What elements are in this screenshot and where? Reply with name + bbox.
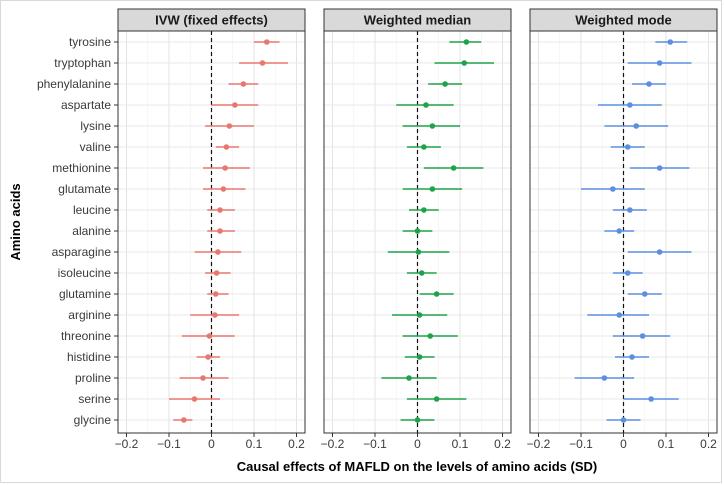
category-label: alanine — [72, 224, 111, 238]
category-label: serine — [78, 392, 111, 406]
x-tick-label: 0 — [414, 437, 421, 451]
point-estimate — [616, 228, 623, 234]
category-label: leucine — [73, 203, 111, 217]
point-estimate — [633, 123, 640, 129]
point-estimate — [259, 60, 266, 66]
point-estimate — [421, 144, 427, 150]
point-estimate — [415, 249, 422, 255]
point-estimate — [215, 249, 221, 255]
point-estimate — [429, 186, 436, 192]
category-label: isoleucine — [58, 266, 112, 280]
point-estimate — [421, 207, 427, 213]
point-estimate — [429, 123, 436, 129]
point-estimate — [423, 102, 429, 108]
panel-title: Weighted mode — [575, 13, 672, 28]
point-estimate — [223, 144, 230, 150]
point-estimate — [181, 417, 187, 423]
category-label: glutamate — [58, 182, 111, 196]
point-estimate — [450, 165, 457, 171]
category-label: tryptophan — [54, 56, 111, 70]
category-label: glutamine — [59, 287, 111, 301]
point-estimate — [427, 333, 434, 339]
point-estimate — [639, 333, 646, 339]
x-tick-label: 0.1 — [452, 437, 469, 451]
y-axis-title: Amino acids — [8, 183, 23, 260]
category-label: valine — [80, 140, 112, 154]
point-estimate — [217, 207, 223, 213]
x-tick-label: 0 — [208, 437, 215, 451]
category-label: asparagine — [52, 245, 112, 259]
point-estimate — [416, 354, 423, 360]
point-estimate — [232, 102, 238, 108]
point-estimate — [627, 207, 633, 213]
point-estimate — [433, 396, 440, 402]
point-estimate — [601, 375, 608, 381]
x-tick-label: −0.1 — [157, 437, 181, 451]
point-estimate — [610, 186, 616, 192]
point-estimate — [418, 270, 425, 276]
point-estimate — [433, 291, 440, 297]
point-estimate — [667, 39, 674, 45]
point-estimate — [212, 291, 219, 297]
x-tick-label: −0.1 — [363, 437, 387, 451]
category-label: histidine — [67, 350, 111, 364]
point-estimate — [212, 312, 218, 318]
point-estimate — [656, 249, 663, 255]
x-tick-label: 0.1 — [246, 437, 263, 451]
point-estimate — [226, 123, 233, 129]
point-estimate — [414, 228, 421, 234]
point-estimate — [205, 354, 211, 360]
x-tick-label: −0.1 — [569, 437, 593, 451]
category-label: proline — [75, 371, 111, 385]
category-label: tyrosine — [69, 35, 111, 49]
point-estimate — [641, 291, 648, 297]
point-estimate — [463, 39, 470, 45]
point-estimate — [406, 375, 412, 381]
point-estimate — [220, 186, 227, 192]
point-estimate — [656, 60, 663, 66]
category-label: glycine — [74, 413, 112, 427]
category-label: methionine — [52, 161, 111, 175]
x-tick-label: −0.2 — [527, 437, 551, 451]
category-label: threonine — [61, 329, 111, 343]
x-axis-title: Causal effects of MAFLD on the levels of… — [237, 459, 597, 474]
x-tick-label: 0.2 — [288, 437, 305, 451]
point-estimate — [627, 102, 633, 108]
point-estimate — [217, 228, 223, 234]
x-tick-label: 0 — [620, 437, 627, 451]
point-estimate — [206, 333, 213, 339]
point-estimate — [416, 312, 423, 318]
x-tick-label: −0.2 — [321, 437, 345, 451]
point-estimate — [616, 312, 623, 318]
point-estimate — [213, 270, 220, 276]
point-estimate — [624, 270, 631, 276]
point-estimate — [461, 60, 468, 66]
point-estimate — [200, 375, 206, 381]
category-label: aspartate — [61, 98, 111, 112]
panel-title: Weighted median — [364, 13, 471, 28]
point-estimate — [240, 81, 247, 87]
x-tick-label: −0.2 — [115, 437, 139, 451]
point-estimate — [222, 165, 228, 171]
point-estimate — [191, 396, 198, 402]
point-estimate — [442, 81, 448, 87]
point-estimate — [414, 417, 421, 423]
category-label: phenylalanine — [37, 77, 111, 91]
point-estimate — [646, 81, 652, 87]
point-estimate — [263, 39, 270, 45]
x-tick-label: 0.2 — [494, 437, 511, 451]
point-estimate — [620, 417, 627, 423]
point-estimate — [648, 396, 654, 402]
x-tick-label: 0.2 — [700, 437, 717, 451]
panel-title: IVW (fixed effects) — [155, 13, 268, 28]
point-estimate — [624, 144, 631, 150]
category-label: lysine — [80, 119, 111, 133]
x-tick-label: 0.1 — [658, 437, 675, 451]
category-label: arginine — [68, 308, 111, 322]
point-estimate — [656, 165, 663, 171]
point-estimate — [629, 354, 635, 360]
